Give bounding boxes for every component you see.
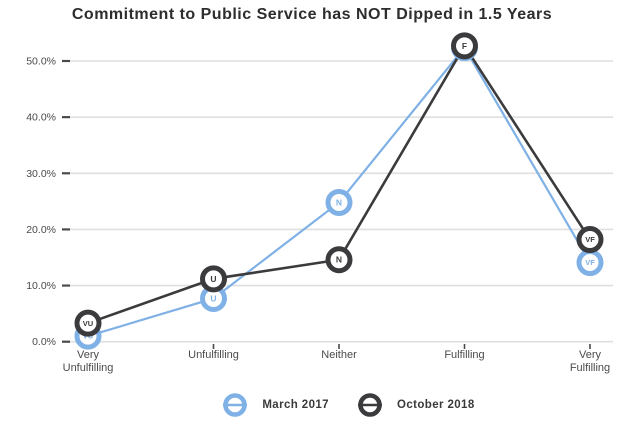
y-tick-label-50.0%: 50.0% bbox=[26, 56, 56, 68]
marker-march-2017-N bbox=[325, 188, 353, 216]
marker-october-2018-U bbox=[200, 265, 227, 293]
marker-label-march-2017-U: U bbox=[210, 293, 216, 303]
series-line-october-2018 bbox=[87, 43, 592, 325]
marker-october-2018-F bbox=[451, 32, 478, 60]
x-axis-label-1: Unfulfilling bbox=[188, 349, 239, 361]
y-tick-label-40.0%: 40.0% bbox=[26, 112, 56, 124]
marker-label-october-2018-VF: VF bbox=[585, 235, 595, 244]
marker-label-march-2017-N: N bbox=[336, 197, 342, 207]
marker-october-2018-VF bbox=[576, 226, 604, 254]
legend-label-october-2018: October 2018 bbox=[396, 399, 475, 411]
marker-october-2018-VU bbox=[74, 309, 102, 337]
legend-item-march-2017: March 2017 bbox=[221, 392, 329, 418]
legend: March 2017 October 2018 bbox=[36, 392, 624, 418]
x-axis-label-0: Very Unfulfilling bbox=[63, 349, 114, 374]
y-tick-label-20.0%: 20.0% bbox=[26, 224, 56, 236]
marker-label-march-2017-VF: VF bbox=[585, 258, 595, 267]
x-axis-label-2: Neither bbox=[321, 349, 357, 361]
marker-label-october-2018-N: N bbox=[336, 255, 342, 265]
marker-label-october-2018-F: F bbox=[462, 41, 467, 51]
marker-label-october-2018-VU: VU bbox=[83, 319, 93, 328]
x-axis-label-4: Very Fulfilling bbox=[570, 349, 610, 374]
chart-title: Commitment to Public Service has NOT Dip… bbox=[71, 6, 553, 23]
y-tick-label-30.0%: 30.0% bbox=[26, 168, 56, 180]
october-2018-legend-marker bbox=[357, 393, 382, 417]
legend-item-october-2018: October 2018 bbox=[356, 392, 475, 418]
y-tick-label-0.0%: 0.0% bbox=[32, 336, 56, 348]
marker-label-october-2018-U: U bbox=[210, 274, 216, 284]
march-2017-legend-marker bbox=[223, 393, 248, 417]
legend-label-march-2017: March 2017 bbox=[262, 399, 329, 411]
line-chart: 0.0% 10.0% 20.0% 30.0% 40.0% 50.0% Very Unfulfi… bbox=[26, 32, 613, 374]
marker-october-2018-N bbox=[325, 246, 353, 274]
x-axis-label-3: Fulfilling bbox=[444, 349, 484, 361]
y-tick-label-10.0%: 10.0% bbox=[26, 280, 56, 292]
